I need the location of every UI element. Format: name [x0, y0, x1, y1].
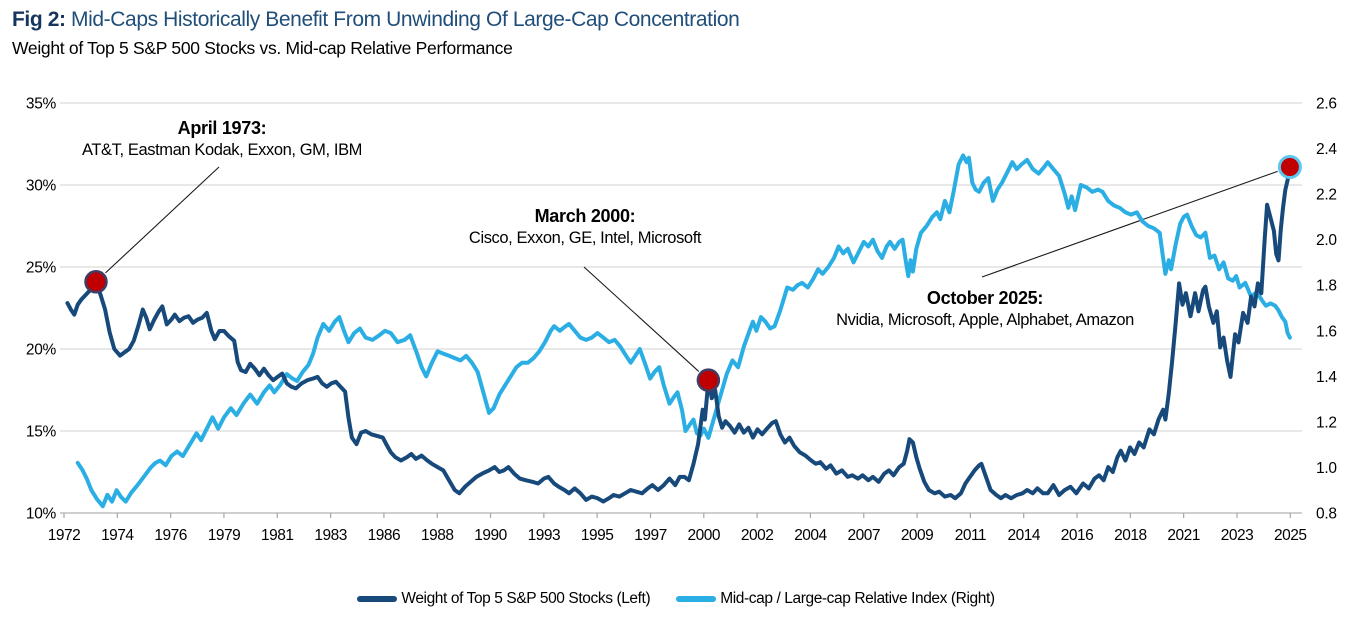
y-left-tick-label: 30%: [26, 178, 57, 195]
x-axis-tick-label: 2007: [848, 527, 880, 544]
figure-title-text: Mid-Caps Historically Benefit From Unwin…: [71, 8, 740, 31]
annotation-companies: Cisco, Exxon, GE, Intel, Microsoft: [468, 229, 702, 247]
y-right-tick-label: 1.2: [1316, 414, 1337, 431]
y-left-tick-label: 10%: [26, 506, 57, 523]
annotation-leader-line: [583, 266, 700, 372]
x-axis-tick-label: 2014: [1007, 527, 1040, 544]
x-axis-tick-label: 1976: [154, 527, 186, 544]
annotation-dot: [1277, 154, 1302, 179]
annotation-april-1973: April 1973: AT&T, Eastman Kodak, Exxon, …: [82, 118, 362, 160]
x-axis-tick-label: 1983: [314, 527, 346, 544]
x-axis-tick-label: 2009: [901, 527, 933, 544]
y-left-tick-label: 25%: [26, 260, 57, 277]
chart-legend: Weight of Top 5 S&P 500 Stocks (Left) Mid…: [0, 586, 1352, 612]
y-right-tick-label: 2.2: [1316, 187, 1337, 204]
annotation-companies: Nvidia, Microsoft, Apple, Alphabet, Amaz…: [836, 311, 1134, 329]
annotation-leader-line: [981, 170, 1278, 278]
annotation-companies: AT&T, Eastman Kodak, Exxon, GM, IBM: [81, 141, 363, 159]
x-axis-tick-label: 1979: [208, 527, 240, 544]
y-left-tick-label: 35%: [26, 96, 57, 113]
y-right-tick-label: 1.8: [1316, 278, 1337, 295]
x-axis-tick-label: 1993: [528, 527, 560, 544]
x-axis-tick-label: 1997: [634, 527, 666, 544]
x-axis-tick-label: 1972: [48, 527, 80, 544]
x-axis-tick-label: 2023: [1221, 527, 1253, 544]
y-left-tick-label: 20%: [26, 342, 57, 359]
x-axis-tick-label: 2000: [688, 527, 721, 544]
chart-subtitle: Weight of Top 5 S&P 500 Stocks vs. Mid-c…: [12, 38, 513, 58]
x-axis-tick-label: 2004: [794, 527, 827, 544]
x-axis-tick-label: 2025: [1274, 527, 1306, 544]
page-title: Fig 2: Mid-Caps Historically Benefit Fro…: [12, 8, 740, 32]
legend-label: Mid-cap / Large-cap Relative Index (Righ…: [720, 590, 995, 607]
annotation-leader-line: [105, 166, 220, 274]
legend-swatch-cyan-icon: [676, 596, 717, 602]
y-right-tick-label: 1.4: [1316, 369, 1337, 386]
x-axis-tick-label: 2021: [1167, 527, 1199, 544]
x-axis-tick-label: 1986: [368, 527, 400, 544]
y-right-tick-label: 2.6: [1316, 96, 1337, 113]
x-axis-tick-label: 1988: [421, 527, 453, 544]
annotation-october-2025: October 2025: Nvidia, Microsoft, Apple, …: [836, 288, 1134, 330]
x-axis-tick-label: 2011: [955, 527, 986, 544]
y-right-tick-label: 2.0: [1316, 232, 1337, 249]
annotation-dot: [84, 270, 108, 294]
annotation-march-2000: March 2000: Cisco, Exxon, GE, Intel, Mic…: [468, 206, 702, 248]
x-axis-tick-label: 2002: [741, 527, 773, 544]
legend-item: Mid-cap / Large-cap Relative Index (Righ…: [676, 590, 995, 608]
x-axis-tick-label: 1995: [581, 527, 613, 544]
annotation-heading: April 1973:: [177, 118, 267, 138]
legend-swatch-navy-icon: [357, 596, 398, 602]
legend-item: Weight of Top 5 S&P 500 Stocks (Left): [357, 590, 651, 608]
y-left-tick-label: 15%: [26, 424, 57, 441]
annotation-dot: [696, 368, 721, 392]
annotation-heading: March 2000:: [534, 206, 636, 226]
y-right-tick-label: 1.0: [1316, 460, 1337, 477]
x-axis-tick-label: 2018: [1114, 527, 1146, 544]
x-axis-tick-label: 1990: [474, 527, 507, 544]
x-axis-tick-label: 2016: [1061, 527, 1093, 544]
figure-number-label: Fig 2:: [12, 8, 66, 31]
y-right-tick-label: 1.6: [1316, 323, 1337, 340]
y-right-tick-label: 0.8: [1316, 506, 1337, 523]
legend-label: Weight of Top 5 S&P 500 Stocks (Left): [401, 590, 651, 607]
y-right-tick-label: 2.4: [1316, 141, 1337, 158]
series-line-cyan: [75, 153, 1292, 509]
x-axis-tick-label: 1974: [101, 527, 134, 544]
annotation-heading: October 2025:: [926, 288, 1044, 308]
x-axis-tick-label: 1981: [261, 527, 293, 544]
